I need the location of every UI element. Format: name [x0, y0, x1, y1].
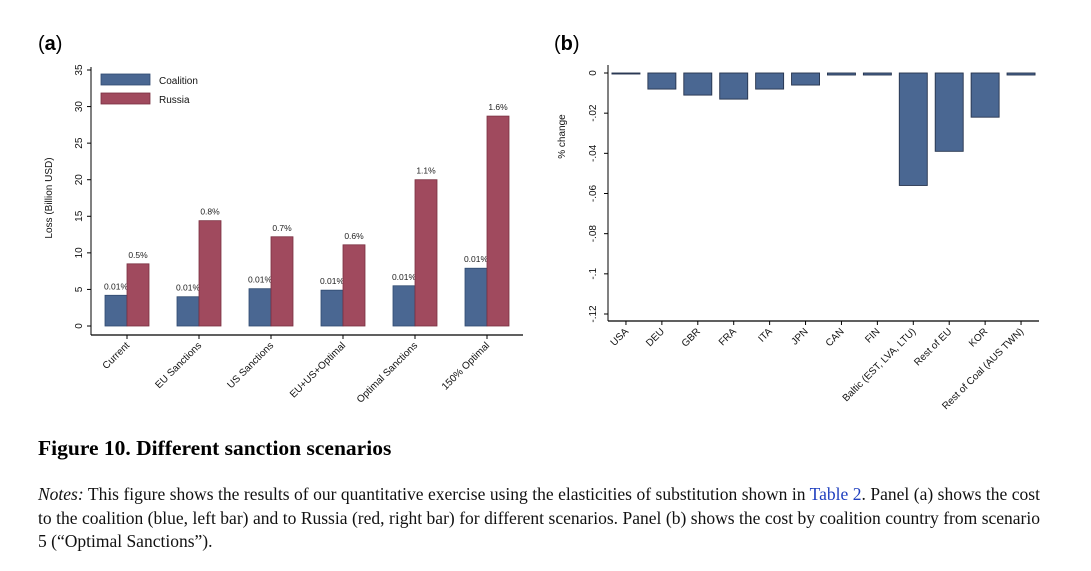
- x-tick-label-b: USA: [609, 326, 632, 349]
- x-tick-label-a: US Sanctions: [225, 340, 276, 391]
- y-tick-label-a: 20: [74, 174, 85, 186]
- bar-country: [647, 72, 677, 90]
- notes-text-2: . Panel (a) shows the cost to the coalit…: [38, 484, 1040, 551]
- x-tick-label-b: GBR: [680, 326, 703, 349]
- bar-country: [934, 72, 964, 152]
- bar-russia: [198, 220, 222, 327]
- legend-swatch-coalition: [100, 73, 151, 86]
- panel-label-b: (b): [554, 33, 580, 55]
- bar-country: [827, 72, 856, 76]
- x-tick-label-b: FRA: [717, 326, 739, 348]
- bar-country: [683, 72, 713, 96]
- y-tick-label-b: -.1: [588, 268, 599, 280]
- figure-title: Figure 10. Different sanction scenarios: [38, 436, 392, 460]
- table-2-link[interactable]: Table 2: [809, 484, 862, 504]
- x-tick-label-b: CAN: [824, 326, 847, 349]
- data-label-russia: 1.6%: [488, 102, 508, 112]
- data-label-coalition: 0.01%: [464, 254, 489, 264]
- x-tick-label-b: FIN: [863, 326, 882, 345]
- bar-coalition: [464, 267, 488, 327]
- y-axis-label-a: Loss (Billion USD): [44, 157, 55, 238]
- bar-coalition: [176, 296, 200, 327]
- data-label-coalition: 0.01%: [104, 281, 129, 291]
- bar-country: [755, 72, 785, 90]
- y-tick-label-a: 15: [74, 210, 85, 222]
- chart-panel-a: (a) 0 5 10 15 20 25 30 35 Loss (Billion USD) 0.01%…: [38, 33, 523, 406]
- bar-country: [611, 72, 641, 75]
- data-label-russia: 0.5%: [128, 250, 148, 260]
- notes-text-1: This figure shows the results of our qua…: [83, 484, 810, 504]
- chart-panel-b: (b) 0 -.02 -.04 -.06 -.08 -.1 -.12 % change USA DE…: [554, 33, 1039, 412]
- data-label-coalition: 0.01%: [392, 272, 417, 282]
- y-tick-label-b: -.04: [588, 144, 599, 162]
- y-tick-label-b: -.06: [588, 184, 599, 202]
- bar-country: [1006, 72, 1036, 76]
- bar-country: [791, 72, 820, 86]
- x-tick-label-a: EU Sanctions: [153, 340, 204, 391]
- bar-coalition: [392, 285, 416, 327]
- bar-country: [719, 72, 749, 100]
- x-tick-label-b: DEU: [644, 326, 667, 349]
- bar-coalition: [320, 289, 344, 327]
- data-label-coalition: 0.01%: [176, 283, 201, 293]
- bar-russia: [342, 244, 366, 327]
- bar-country: [970, 72, 1000, 118]
- figure-caption: Figure 10. Different sanction scenarios …: [38, 436, 1040, 554]
- x-tick-label-a: Optimal Sanctions: [355, 340, 420, 405]
- y-tick-label-b: 0: [588, 70, 599, 76]
- bar-country: [898, 72, 928, 186]
- y-tick-label-a: 25: [74, 137, 85, 149]
- x-tick-label-a: EU+US+Optimal: [288, 340, 348, 400]
- bar-russia: [414, 179, 438, 327]
- notes-label: Notes:: [38, 484, 84, 504]
- bar-russia: [126, 263, 150, 327]
- data-label-coalition: 0.01%: [248, 275, 273, 285]
- legend-label-russia: Russia: [159, 95, 190, 106]
- x-tick-label-b: Baltic (EST, LVA, LTU): [841, 326, 919, 404]
- data-label-russia: 0.6%: [344, 231, 364, 241]
- x-tick-label-b: KOR: [967, 326, 990, 349]
- legend-label-coalition: Coalition: [159, 76, 198, 87]
- x-tick-label-b: Rest of EU: [912, 326, 954, 368]
- bar-coalition: [248, 288, 272, 327]
- bar-coalition: [104, 294, 128, 327]
- y-tick-label-a: 35: [74, 64, 85, 76]
- bar-russia: [270, 236, 294, 327]
- data-label-russia: 0.8%: [200, 207, 220, 217]
- y-tick-label-a: 30: [74, 101, 85, 113]
- y-tick-label-b: -.08: [588, 225, 599, 243]
- y-tick-label-a: 5: [74, 286, 85, 292]
- bar-country: [862, 72, 892, 76]
- x-tick-label-a: Current: [101, 340, 133, 372]
- y-tick-label-b: -.02: [588, 104, 599, 122]
- y-tick-label-a: 10: [74, 247, 85, 259]
- y-tick-label-b: -.12: [588, 305, 599, 323]
- data-label-coalition: 0.01%: [320, 276, 345, 286]
- y-axis-label-b: % change: [557, 114, 568, 159]
- figure-notes: Notes: This figure shows the results of …: [38, 483, 1040, 554]
- panel-label-a: (a): [38, 33, 62, 55]
- x-tick-label-b: JPN: [790, 326, 811, 347]
- x-tick-label-b: ITA: [756, 326, 774, 344]
- data-label-russia: 0.7%: [272, 223, 292, 233]
- y-tick-label-a: 0: [74, 323, 85, 329]
- x-tick-label-a: 150% Optimal: [440, 340, 492, 392]
- data-label-russia: 1.1%: [416, 166, 436, 176]
- bar-russia: [486, 115, 510, 327]
- legend-swatch-russia: [100, 92, 151, 105]
